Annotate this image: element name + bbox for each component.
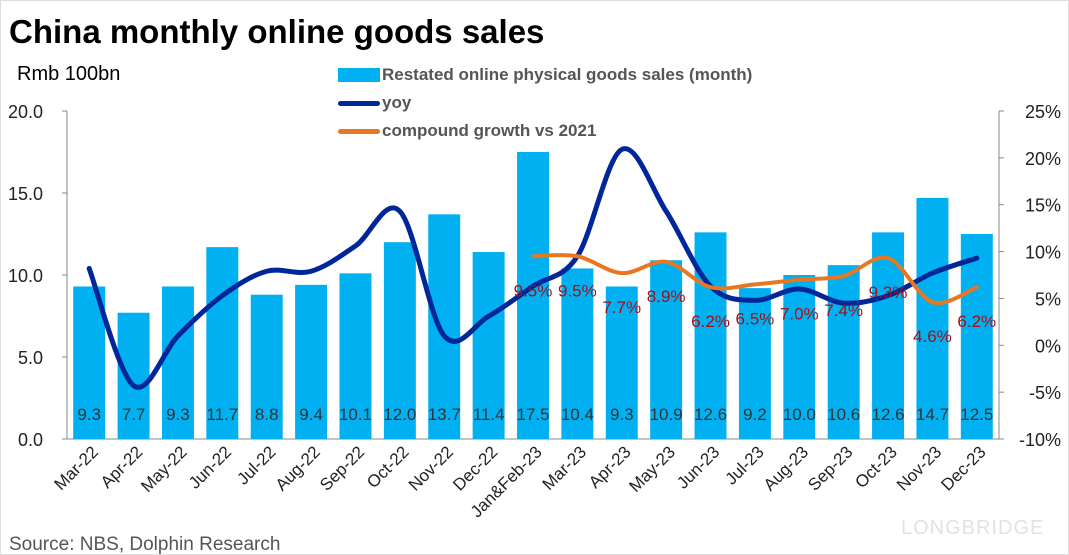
compound-growth-label: 7.4% xyxy=(824,301,863,320)
bar xyxy=(250,294,283,439)
yoy-line xyxy=(86,146,980,390)
bar-label: 10.0 xyxy=(783,405,816,424)
compound-growth-label: 6.2% xyxy=(691,312,730,331)
chart-title: China monthly online goods sales xyxy=(9,13,545,50)
legend-swatch-bar xyxy=(338,68,380,82)
bar xyxy=(694,232,727,439)
bar-label: 10.9 xyxy=(650,405,683,424)
x-tick-label: Nov-22 xyxy=(405,442,457,494)
compound-growth-label: 9.5% xyxy=(514,281,553,300)
compound-growth-label: 9.3% xyxy=(869,283,908,302)
bar xyxy=(428,214,461,439)
bar-label: 12.5 xyxy=(960,405,993,424)
legend-swatch-line xyxy=(338,128,380,134)
bar xyxy=(783,275,816,439)
bar xyxy=(960,234,993,439)
compound-growth-label: 6.5% xyxy=(736,309,775,328)
x-tick-label: Dec-23 xyxy=(937,442,989,494)
y2-tick-label: 5% xyxy=(1035,289,1061,309)
bar-label: 13.7 xyxy=(428,405,461,424)
compound-growth-label: 8.9% xyxy=(647,287,686,306)
legend-item-sales: Restated online physical goods sales (mo… xyxy=(338,61,752,89)
bar xyxy=(916,197,949,439)
y-tick-label: 20.0 xyxy=(8,102,43,122)
bar-label: 12.6 xyxy=(694,405,727,424)
bar xyxy=(650,260,683,439)
bar xyxy=(827,265,860,439)
bar-label: 9.4 xyxy=(299,405,323,424)
y2-tick-label: 0% xyxy=(1035,336,1061,356)
bar-label: 11.7 xyxy=(206,405,238,424)
y2-tick-label: 20% xyxy=(1025,149,1061,169)
bar-label: 9.3 xyxy=(77,405,101,424)
x-tick-label: May-23 xyxy=(625,442,679,496)
y2-tick-label: -10% xyxy=(1019,430,1061,450)
bar-label: 9.3 xyxy=(166,405,190,424)
legend-label: compound growth vs 2021 xyxy=(382,121,597,140)
bar xyxy=(605,286,638,439)
x-tick-label: Sep-22 xyxy=(316,442,368,494)
y-axis-unit: Rmb 100bn xyxy=(17,63,121,85)
y-tick-label: 5.0 xyxy=(18,348,43,368)
y-tick-label: 15.0 xyxy=(8,184,43,204)
y2-tick-label: -5% xyxy=(1029,383,1061,403)
bar xyxy=(73,286,106,439)
bar-label: 10.1 xyxy=(339,405,372,424)
bar-label: 9.2 xyxy=(743,405,767,424)
bar xyxy=(339,273,372,439)
x-tick-label: Aug-23 xyxy=(760,442,812,494)
legend-item-compound: compound growth vs 2021 xyxy=(338,117,752,145)
bar-label: 9.3 xyxy=(610,405,634,424)
legend-label: yoy xyxy=(382,93,412,112)
x-tick-label: Oct-23 xyxy=(851,442,901,492)
bar xyxy=(383,242,416,439)
x-tick-label: Aug-22 xyxy=(272,442,324,494)
source-note: Source: NBS, Dolphin Research xyxy=(9,534,281,555)
x-tick-label: Sep-23 xyxy=(804,442,856,494)
bar xyxy=(206,247,239,439)
bar xyxy=(561,268,594,439)
bar-label: 14.7 xyxy=(916,405,949,424)
compound-growth-label: 4.6% xyxy=(913,327,952,346)
y-tick-label: 10.0 xyxy=(8,266,43,286)
bar-label: 10.6 xyxy=(827,405,860,424)
x-tick-label: Mar-23 xyxy=(539,442,591,494)
y-tick-label: 0.0 xyxy=(18,430,43,450)
compound-growth-label: 6.2% xyxy=(957,312,996,331)
x-tick-label: Jun-22 xyxy=(185,442,235,492)
legend: Restated online physical goods sales (mo… xyxy=(338,61,752,145)
legend-label: Restated online physical goods sales (mo… xyxy=(382,65,753,84)
bar xyxy=(738,288,771,439)
y2-tick-label: 10% xyxy=(1025,243,1061,263)
bar xyxy=(295,284,328,439)
y2-tick-label: 15% xyxy=(1025,196,1061,216)
compound-growth-label: 7.7% xyxy=(602,298,641,317)
y2-tick-label: 25% xyxy=(1025,102,1061,122)
bar-label: 12.0 xyxy=(383,405,416,424)
legend-swatch-line xyxy=(338,100,380,106)
bar-label: 17.5 xyxy=(516,405,549,424)
bar-label: 10.4 xyxy=(561,405,594,424)
bar xyxy=(161,286,194,439)
x-tick-label: Mar-22 xyxy=(50,442,102,494)
bar-label: 12.6 xyxy=(872,405,905,424)
x-tick-label: Oct-22 xyxy=(363,442,413,492)
x-tick-label: May-22 xyxy=(137,442,191,496)
bar xyxy=(117,312,150,439)
compound-growth-line xyxy=(531,253,979,306)
watermark: LONGBRIDGE xyxy=(901,517,1045,539)
compound-growth-label: 7.0% xyxy=(780,305,819,324)
bar xyxy=(472,252,505,439)
bar-label: 11.4 xyxy=(473,405,505,424)
bar-label: 7.7 xyxy=(122,405,146,424)
compound-growth-label: 9.5% xyxy=(558,281,597,300)
x-tick-label: Nov-23 xyxy=(893,442,945,494)
bar-label: 8.8 xyxy=(255,405,279,424)
legend-item-yoy: yoy xyxy=(338,89,752,117)
x-tick-label: Jun-23 xyxy=(673,442,723,492)
